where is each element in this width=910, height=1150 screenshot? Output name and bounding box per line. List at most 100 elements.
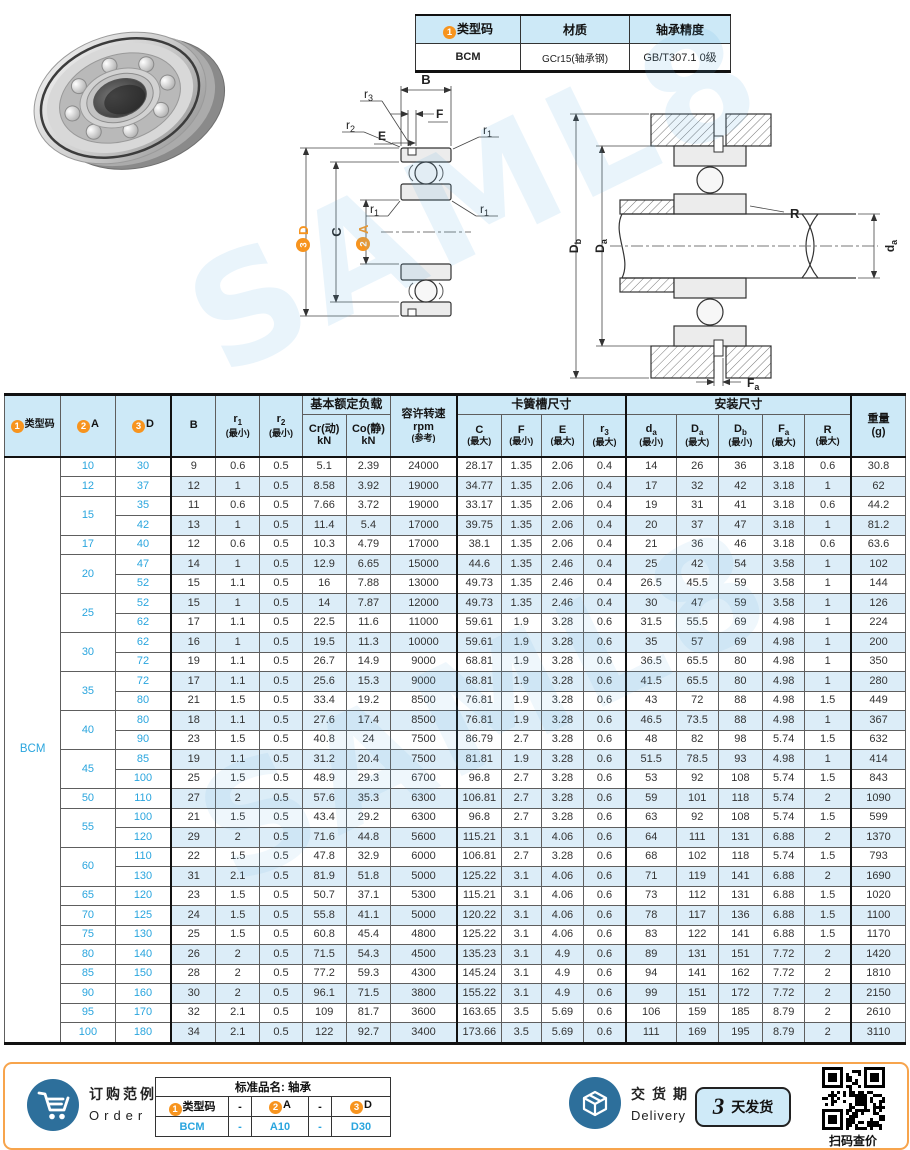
data-cell: 140 xyxy=(114,944,173,965)
data-cell: 12 xyxy=(170,476,217,497)
data-cell: 6.88 xyxy=(762,885,806,906)
data-cell: 63.6 xyxy=(850,534,907,555)
col-header-cr: Cr(动) kN xyxy=(301,414,347,457)
data-cell: 2 xyxy=(804,788,853,809)
data-cell: 4.98 xyxy=(762,671,806,692)
data-cell: 130 xyxy=(114,924,173,945)
data-cell: 3.28 xyxy=(540,749,585,770)
data-cell: 3.28 xyxy=(540,710,585,731)
data-cell: 2.7 xyxy=(500,846,542,867)
data-cell: 224 xyxy=(850,612,907,633)
bearing-photo xyxy=(33,31,226,170)
data-cell: 34 xyxy=(170,1022,217,1044)
a-value-cell: 40 xyxy=(60,710,116,750)
data-cell: 599 xyxy=(850,807,907,828)
data-cell: 0.6 xyxy=(583,885,627,906)
a-value-cell: 12 xyxy=(60,476,116,497)
table-row: 20 47 14 1 0.5 12.9 6.65 15000 44.6 1.35 2.46 0.4 25… xyxy=(5,554,907,594)
data-cell: 71.6 xyxy=(301,827,347,848)
col-header-Db: Db (最小) xyxy=(717,414,764,457)
data-cell: 7.72 xyxy=(762,944,806,965)
data-cell: 24 xyxy=(170,905,217,926)
data-cell: 41.5 xyxy=(625,671,677,692)
data-cell: 0.6 xyxy=(583,866,627,887)
data-cell: 1 xyxy=(804,671,853,692)
data-cell: 73 xyxy=(625,885,677,906)
data-cell: 131 xyxy=(717,827,764,848)
data-cell: 44.2 xyxy=(850,495,907,516)
data-cell: 18 xyxy=(170,710,217,731)
data-cell: 2.06 xyxy=(540,515,585,536)
data-cell: 2 xyxy=(804,944,853,965)
data-cell: 13000 xyxy=(390,573,458,594)
table-row: 72 19 1.1 0.5 26.7 14.9 9000 68.81 1.9 3.28 0.6 36.… xyxy=(5,651,907,672)
data-cell: 35.3 xyxy=(345,788,392,809)
data-cell: 4.98 xyxy=(762,651,806,672)
data-cell: 2.7 xyxy=(500,768,542,789)
data-cell: 0.5 xyxy=(259,885,303,906)
data-cell: 3.1 xyxy=(500,885,542,906)
data-cell: 42 xyxy=(717,476,764,497)
table-row: 75 130 25 1.5 0.5 60.8 45.4 4800 125.22 3.1 4.06 0.… xyxy=(5,924,907,945)
data-cell: 414 xyxy=(850,749,907,770)
data-cell: 1.35 xyxy=(500,573,542,594)
order-value-a: A10 xyxy=(251,1116,309,1137)
data-cell: 3.28 xyxy=(540,768,585,789)
table-row: 55 100 21 1.5 0.5 43.4 29.2 6300 96.8 2.7 3.28 0.6 6… xyxy=(5,807,907,848)
data-cell: 88 xyxy=(717,710,764,731)
dim-label-a: 2 A xyxy=(356,224,371,251)
data-cell: 51.5 xyxy=(625,749,677,770)
data-cell: 36 xyxy=(717,456,764,477)
data-cell: 76.81 xyxy=(456,690,502,711)
mounting-drawing: Db Da da R Fa xyxy=(567,113,899,390)
data-cell: 1.35 xyxy=(500,456,542,477)
data-cell: 5.69 xyxy=(540,1002,585,1023)
data-cell: 1 xyxy=(215,476,261,497)
a-value-cell: 90 xyxy=(60,983,116,1004)
data-cell: 106 xyxy=(625,1002,677,1023)
data-cell: 6000 xyxy=(390,846,458,867)
data-cell: 14 xyxy=(170,554,217,575)
data-cell: 125 xyxy=(114,905,173,926)
data-cell: 169 xyxy=(675,1022,719,1044)
data-cell: 0.5 xyxy=(259,944,303,965)
data-cell: 50.7 xyxy=(301,885,347,906)
data-cell: 0.4 xyxy=(583,495,627,516)
data-cell: 115.21 xyxy=(456,827,502,848)
data-cell: 4.06 xyxy=(540,924,585,945)
data-cell: 32 xyxy=(170,1002,217,1023)
data-cell: 3.92 xyxy=(345,476,392,497)
data-cell: 0.6 xyxy=(804,495,853,516)
a-value-cell: 50 xyxy=(60,788,116,809)
data-cell: 1370 xyxy=(850,827,907,848)
data-cell: 0.5 xyxy=(259,710,303,731)
data-cell: 14 xyxy=(301,593,347,614)
data-cell: 71 xyxy=(625,866,677,887)
data-cell: 1.5 xyxy=(804,690,853,711)
a-value-cell: 70 xyxy=(60,905,116,926)
a-value-cell: 15 xyxy=(60,495,116,536)
data-cell: 2.46 xyxy=(540,573,585,594)
data-cell: 0.5 xyxy=(259,632,303,653)
data-cell: 115.21 xyxy=(456,885,502,906)
data-cell: 5300 xyxy=(390,885,458,906)
data-cell: 3800 xyxy=(390,983,458,1004)
table-row: 25 52 15 1 0.5 14 7.87 12000 49.73 1.35 2.46 0.4 30 4… xyxy=(5,593,907,633)
delivery-days-badge: 3 天发货 xyxy=(695,1087,791,1127)
info-value-material: GCr15(轴承钢) xyxy=(520,43,630,72)
data-cell: 1.1 xyxy=(215,749,261,770)
data-cell: 76.81 xyxy=(456,710,502,731)
col-header-da-shaft: da (最小) xyxy=(625,414,677,457)
data-cell: 3.18 xyxy=(762,495,806,516)
data-cell: 4.98 xyxy=(762,749,806,770)
data-cell: 0.5 xyxy=(259,690,303,711)
data-cell: 0.4 xyxy=(583,534,627,555)
data-cell: 72 xyxy=(675,690,719,711)
info-header-type: 1 类型码 xyxy=(415,14,521,44)
main-table-body: BCM 10 30 9 0.6 0.5 5.1 2.39 24000 28.17 1.35 2.06 0… xyxy=(3,456,907,1044)
col-header-type: 1 类型码 xyxy=(3,394,62,457)
